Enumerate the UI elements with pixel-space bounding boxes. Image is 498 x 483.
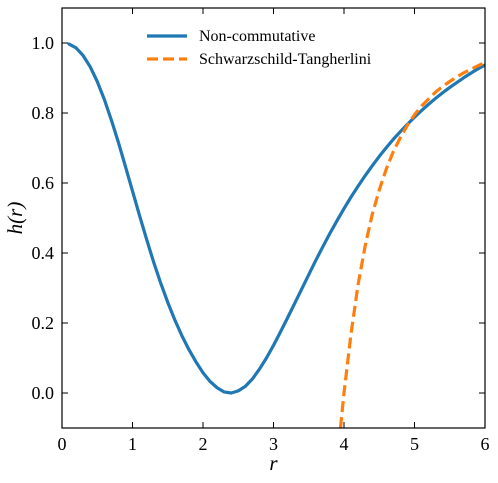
y-tick-label: 0.8 — [32, 103, 55, 123]
axes-frame — [61, 7, 486, 429]
series-line-schwarzschild-tangherlini — [338, 61, 485, 428]
y-tick-label: 0.6 — [32, 173, 55, 193]
legend: Non-commutative Schwarzschild-Tangherlini — [147, 28, 372, 68]
x-tick-label: 6 — [481, 434, 490, 454]
axes-layer: 0 1 2 3 4 5 6 0.0 0.2 0.4 0.6 0.8 1.0 — [32, 7, 490, 454]
y-tick-label: 0.4 — [32, 243, 55, 263]
series-layer — [67, 42, 485, 428]
legend-entry: Non-commutative — [199, 28, 315, 45]
x-tick-label: 5 — [410, 434, 419, 454]
x-tick-label: 4 — [340, 434, 349, 454]
y-tick-label: 1.0 — [32, 33, 55, 53]
x-axis-label: r — [269, 451, 278, 475]
y-axis-label: h(r) — [3, 202, 27, 235]
legend-entry: Schwarzschild-Tangherlini — [199, 51, 372, 68]
x-tick-label: 1 — [128, 434, 137, 454]
y-tick-label: 0.2 — [32, 313, 55, 333]
x-tick-label: 2 — [199, 434, 208, 454]
x-tick-label: 0 — [58, 434, 67, 454]
series-line-non-commutative — [67, 42, 485, 395]
x-tick-label: 3 — [269, 434, 278, 454]
y-tick-label: 0.0 — [32, 383, 55, 403]
